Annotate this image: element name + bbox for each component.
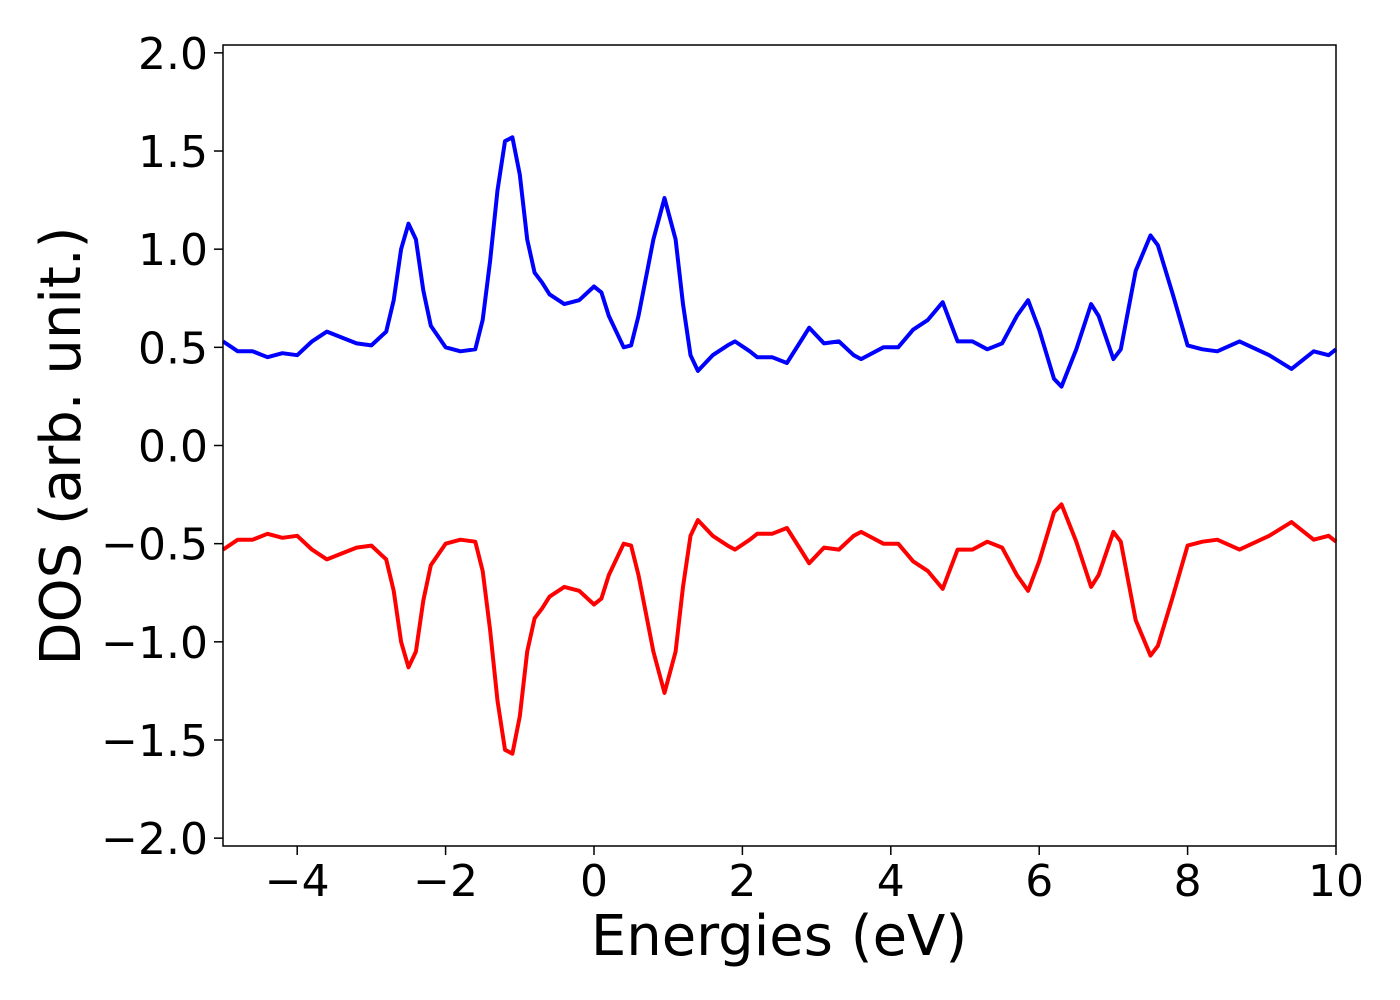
x-tick-label: 4: [877, 856, 905, 907]
line-series: [221, 502, 1338, 756]
y-tick-label: −1.0: [101, 618, 208, 669]
x-tick-label: 8: [1174, 856, 1202, 907]
y-tick-label: −1.5: [101, 716, 208, 767]
x-tick-label: 2: [728, 856, 756, 907]
y-tick-label: −0.5: [101, 520, 208, 571]
plot-frame: [222, 44, 1337, 847]
x-tick-label: 0: [580, 856, 608, 907]
y-tick-label: 2.0: [138, 29, 208, 80]
y-tick-label: 1.0: [138, 225, 208, 276]
x-tick-label: −4: [265, 856, 330, 907]
y-tick-label: −2.0: [101, 814, 208, 865]
line-series: [221, 135, 1338, 389]
y-axis-label: DOS (arb. unit.): [29, 226, 94, 665]
x-tick-label: 10: [1308, 856, 1364, 907]
y-tick-label: 1.5: [138, 127, 208, 178]
x-tick-label: −2: [413, 856, 478, 907]
y-tick-label: 0.0: [138, 422, 208, 473]
x-tick-label: 6: [1025, 856, 1053, 907]
y-tick-label: 0.5: [138, 323, 208, 374]
x-axis-label: Energies (eV): [591, 904, 967, 969]
